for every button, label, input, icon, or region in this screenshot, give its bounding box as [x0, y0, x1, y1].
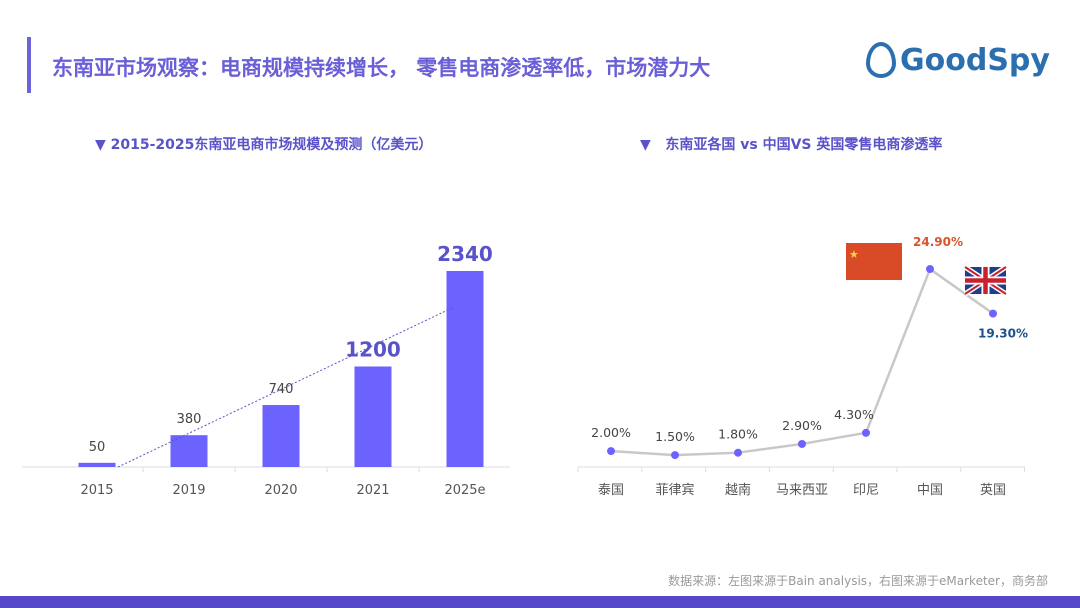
page-title: 东南亚市场观察：电商规模持续增长， 零售电商渗透率低，市场潜力大 [52, 56, 711, 80]
tick-label: 马来西亚 [776, 483, 828, 498]
tick-label: 英国 [980, 483, 1006, 498]
source-note: 数据来源：左图来源于Bain analysis，右图来源于eMarketer，商… [668, 574, 1048, 588]
data-point [671, 451, 679, 460]
data-point [798, 439, 806, 448]
data-label: 1200 [345, 337, 401, 361]
data-label: 2340 [437, 242, 493, 266]
data-label: 19.30% [978, 327, 1028, 341]
tick-label: 2021 [356, 483, 389, 498]
logo-drop-icon [866, 42, 896, 78]
data-point [926, 265, 934, 274]
tick-label: 2015 [80, 483, 113, 498]
tick-label: 中国 [917, 483, 943, 498]
uk-flag-icon [963, 264, 1008, 297]
data-label: 2.00% [591, 425, 631, 440]
logo-text: GoodSpy [900, 42, 1050, 78]
data-label: 2.90% [782, 418, 822, 433]
china-flag-icon [846, 243, 902, 280]
tick-label: 2025e [444, 483, 485, 498]
data-label: 24.90% [913, 235, 963, 249]
trend-line [117, 307, 453, 468]
tick-label: 菲律宾 [655, 482, 694, 498]
data-label: 50 [89, 440, 106, 455]
goodspy-logo: GoodSpy [866, 42, 1050, 78]
flag-star-icon: ★ [849, 248, 859, 261]
bar [78, 462, 116, 467]
data-label: 380 [177, 412, 202, 427]
bar [170, 435, 208, 467]
data-point [607, 447, 615, 456]
title-accent-bar [27, 37, 31, 93]
bar [262, 405, 300, 467]
tick-label: 2019 [172, 483, 205, 498]
data-point [734, 448, 742, 457]
data-point [989, 309, 997, 318]
data-point [862, 428, 870, 437]
tick-label: 印尼 [853, 483, 879, 498]
tick-label: 2020 [264, 483, 297, 498]
footer-bar [0, 596, 1080, 608]
data-label: 1.50% [655, 429, 695, 444]
left-chart-title: ▼ 2015-2025东南亚电商市场规模及预测（亿美元） [95, 137, 433, 153]
tick-label: 泰国 [598, 483, 624, 498]
right-chart-title: ▼ 东南亚各国 vs 中国VS 英国零售电商渗透率 [640, 137, 943, 153]
data-label: 4.30% [834, 407, 874, 422]
bar [446, 271, 484, 467]
bar [354, 366, 392, 467]
tick-label: 越南 [725, 482, 751, 498]
data-label: 1.80% [718, 427, 758, 442]
